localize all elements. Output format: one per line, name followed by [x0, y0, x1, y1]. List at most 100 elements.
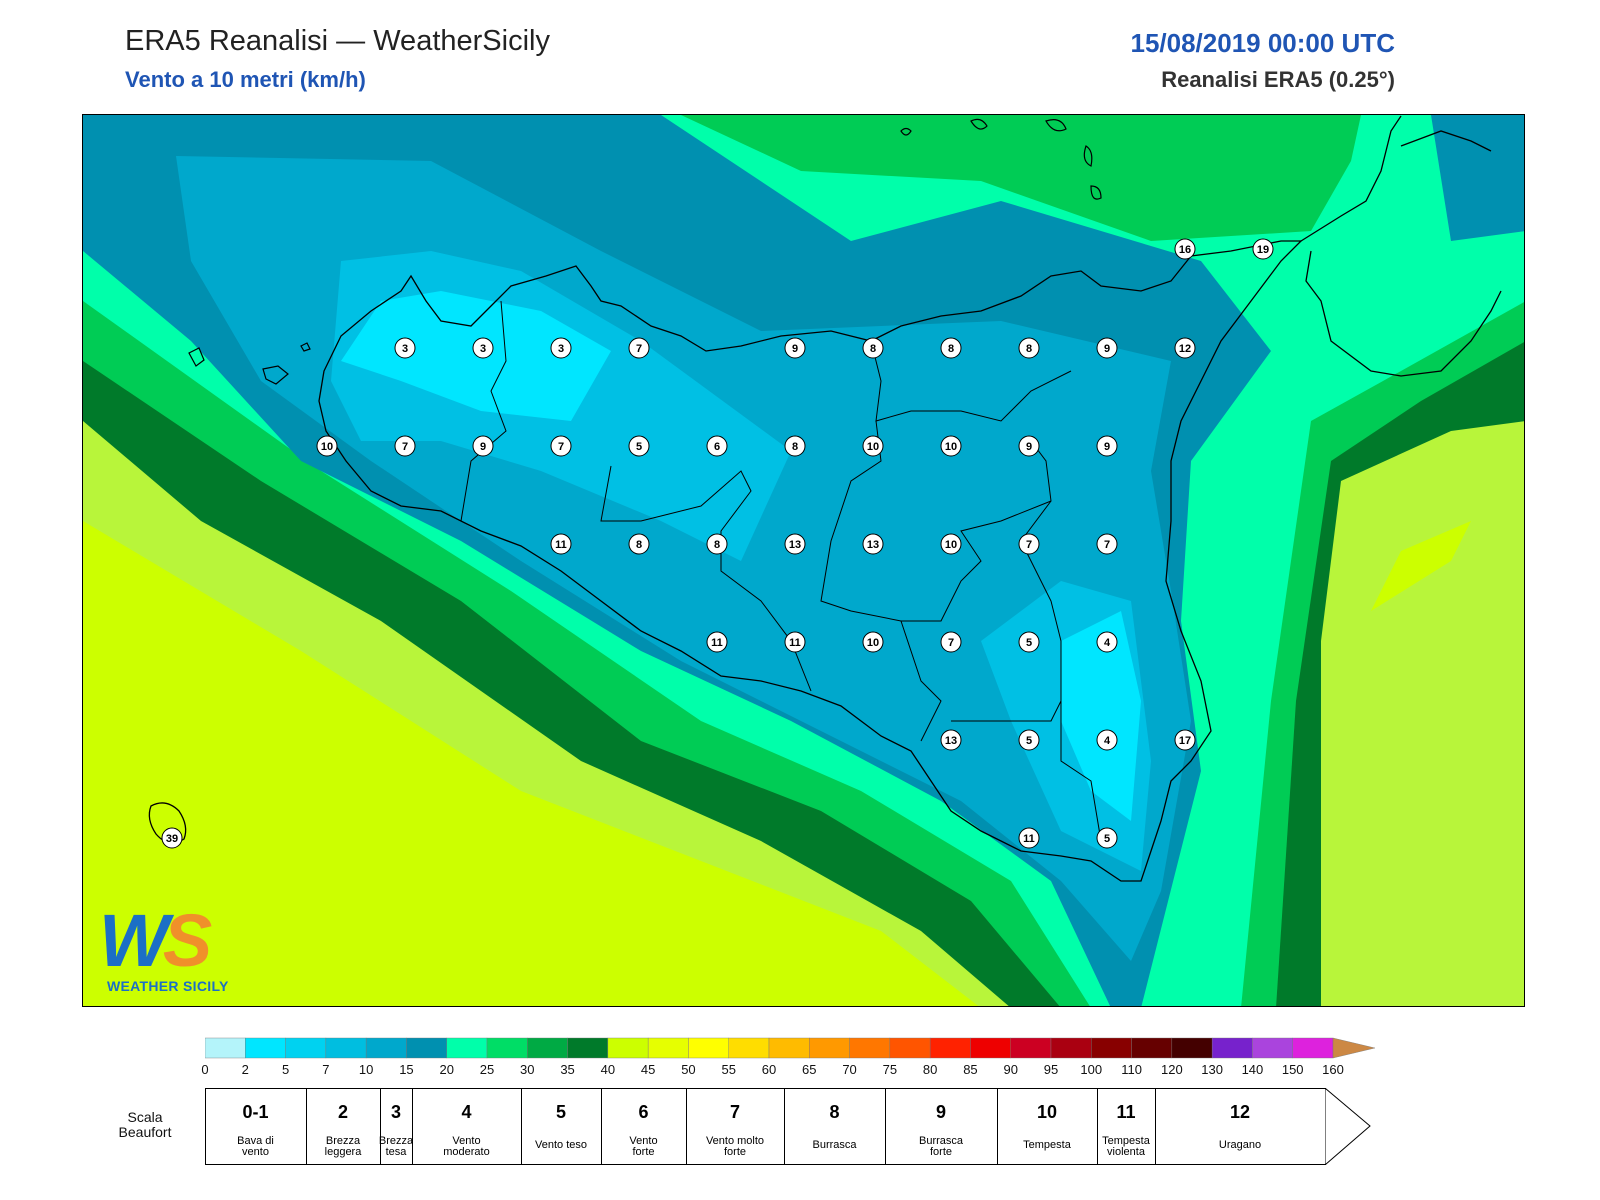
beaufort-force: 8	[829, 1102, 839, 1122]
colorbar-segment	[1091, 1037, 1132, 1059]
beaufort-force: 11	[1116, 1102, 1135, 1122]
colorbar-tick-label: 60	[761, 1062, 777, 1077]
logo-tagline: WEATHER SICILY	[107, 978, 229, 994]
beaufort-name: Uragano	[1219, 1139, 1261, 1151]
svg-text:8: 8	[714, 539, 720, 551]
beaufort-name: Burrasca	[919, 1135, 964, 1147]
wind-speed-label: 8	[628, 533, 650, 555]
beaufort-name: Tempesta	[1023, 1139, 1072, 1151]
colorbar-tick-label: 55	[721, 1062, 736, 1077]
wind-speed-label: 7	[1018, 533, 1040, 555]
data-source: Reanalisi ERA5 (0.25°)	[1161, 67, 1395, 92]
colorbar-tick-label: 110	[1121, 1062, 1142, 1077]
colorbar-tick-label: 5	[281, 1062, 290, 1077]
colorbar-segment	[285, 1037, 327, 1059]
colorbar-segment	[1171, 1037, 1213, 1059]
wind-speed-label: 5	[1096, 827, 1118, 849]
beaufort-name: Brezza	[379, 1135, 414, 1147]
wind-speed-label: 3	[472, 337, 494, 359]
colorbar-tick-label: 100	[1080, 1062, 1103, 1077]
colorbar-tick-label: 50	[681, 1062, 696, 1077]
wind-speed-label: 4	[1096, 631, 1118, 653]
beaufort-class: 5 Vento teso	[521, 1088, 602, 1165]
colorbar-segment	[607, 1037, 649, 1059]
field-band-east-30	[1321, 421, 1524, 1006]
beaufort-name-line2: forte	[724, 1146, 746, 1158]
svg-text:10: 10	[945, 539, 957, 551]
colorbar-segment	[406, 1037, 447, 1059]
colorbar-tick-label: 85	[963, 1062, 978, 1077]
field-band-2	[341, 291, 611, 421]
wind-speed-label: 5	[1018, 729, 1040, 751]
wind-speed-label: 11	[706, 631, 728, 653]
wind-speed-label: 10	[862, 631, 884, 653]
svg-text:11: 11	[711, 637, 723, 649]
colorbar-segment	[527, 1037, 568, 1059]
svg-text:5: 5	[1026, 735, 1032, 747]
colorbar-segment	[486, 1037, 528, 1059]
wind-speed-labels: 3 3 3 7 9 8 8 8 9 12 16 19 10 7 9 7 5 6 8 10 10 9 9 11 8 8 13 13 10 7…	[161, 238, 1274, 849]
wind-speed-label: 19	[1252, 238, 1274, 260]
egadi-islands	[188, 342, 311, 385]
svg-text:7: 7	[636, 343, 642, 355]
beaufort-force: 2	[338, 1102, 348, 1122]
svg-text:5: 5	[1104, 833, 1110, 845]
svg-text:10: 10	[321, 441, 333, 453]
colorbar-segment	[245, 1037, 286, 1059]
calabria-coastline	[1300, 115, 1502, 377]
wind-speed-label: 3	[550, 337, 572, 359]
svg-text:7: 7	[558, 441, 564, 453]
wind-map: 3 3 3 7 9 8 8 8 9 12 16 19 10 7 9 7 5 6 8 10 10 9 9 11 8 8 13 13 10 7…	[82, 114, 1525, 1007]
svg-text:4: 4	[1104, 735, 1111, 747]
wind-speed-label: 6	[706, 435, 728, 457]
beaufort-name: Vento molto	[706, 1135, 764, 1147]
svg-text:8: 8	[636, 539, 642, 551]
colorbar-segment	[647, 1037, 689, 1059]
colorbar-tick-label: 10	[358, 1062, 374, 1077]
svg-text:13: 13	[945, 735, 957, 747]
svg-text:3: 3	[480, 343, 486, 355]
colorbar-segment	[889, 1037, 931, 1059]
wind-speed-label: 13	[862, 533, 884, 555]
wind-speed-label: 10	[316, 435, 338, 457]
colorbar-tick-label: 80	[922, 1062, 938, 1077]
beaufort-force: 7	[730, 1102, 740, 1122]
svg-text:4: 4	[1104, 637, 1111, 649]
svg-text:12: 12	[1179, 343, 1191, 355]
aeolian-islands	[970, 118, 1102, 200]
svg-text:3: 3	[402, 343, 408, 355]
colorbar-segment	[970, 1037, 1011, 1059]
wind-speed-label: 13	[784, 533, 806, 555]
colorbar-tick-label: 25	[479, 1062, 495, 1077]
wind-speed-label: 3	[394, 337, 416, 359]
wind-speed-label: 10	[940, 533, 962, 555]
svg-text:11: 11	[1023, 833, 1035, 845]
map-subtitle: Vento a 10 metri (km/h)	[125, 67, 366, 92]
svg-text:19: 19	[1257, 244, 1269, 256]
colorbar-arrow	[1332, 1037, 1376, 1059]
svg-text:10: 10	[867, 637, 879, 649]
wind-speed-label: 8	[1018, 337, 1040, 359]
wind-speed-label: 9	[784, 337, 806, 359]
colorbar-segment	[1211, 1037, 1253, 1059]
wind-speed-label: 5	[1018, 631, 1040, 653]
wind-speed-label: 17	[1174, 729, 1196, 751]
svg-text:9: 9	[480, 441, 486, 453]
wind-speed-label: 7	[628, 337, 650, 359]
wind-speed-label: 7	[394, 435, 416, 457]
svg-text:7: 7	[948, 637, 954, 649]
beaufort-name: Bava di	[237, 1135, 274, 1147]
beaufort-name: Brezza	[326, 1135, 361, 1147]
wind-speed-label: 11	[550, 533, 572, 555]
wind-speed-label: 8	[940, 337, 962, 359]
map-title: ERA5 Reanalisi — WeatherSicily	[125, 25, 550, 57]
beaufort-name-line2: violenta	[1107, 1146, 1146, 1158]
svg-text:7: 7	[402, 441, 408, 453]
colorbar	[205, 1037, 1376, 1059]
svg-text:13: 13	[867, 539, 879, 551]
